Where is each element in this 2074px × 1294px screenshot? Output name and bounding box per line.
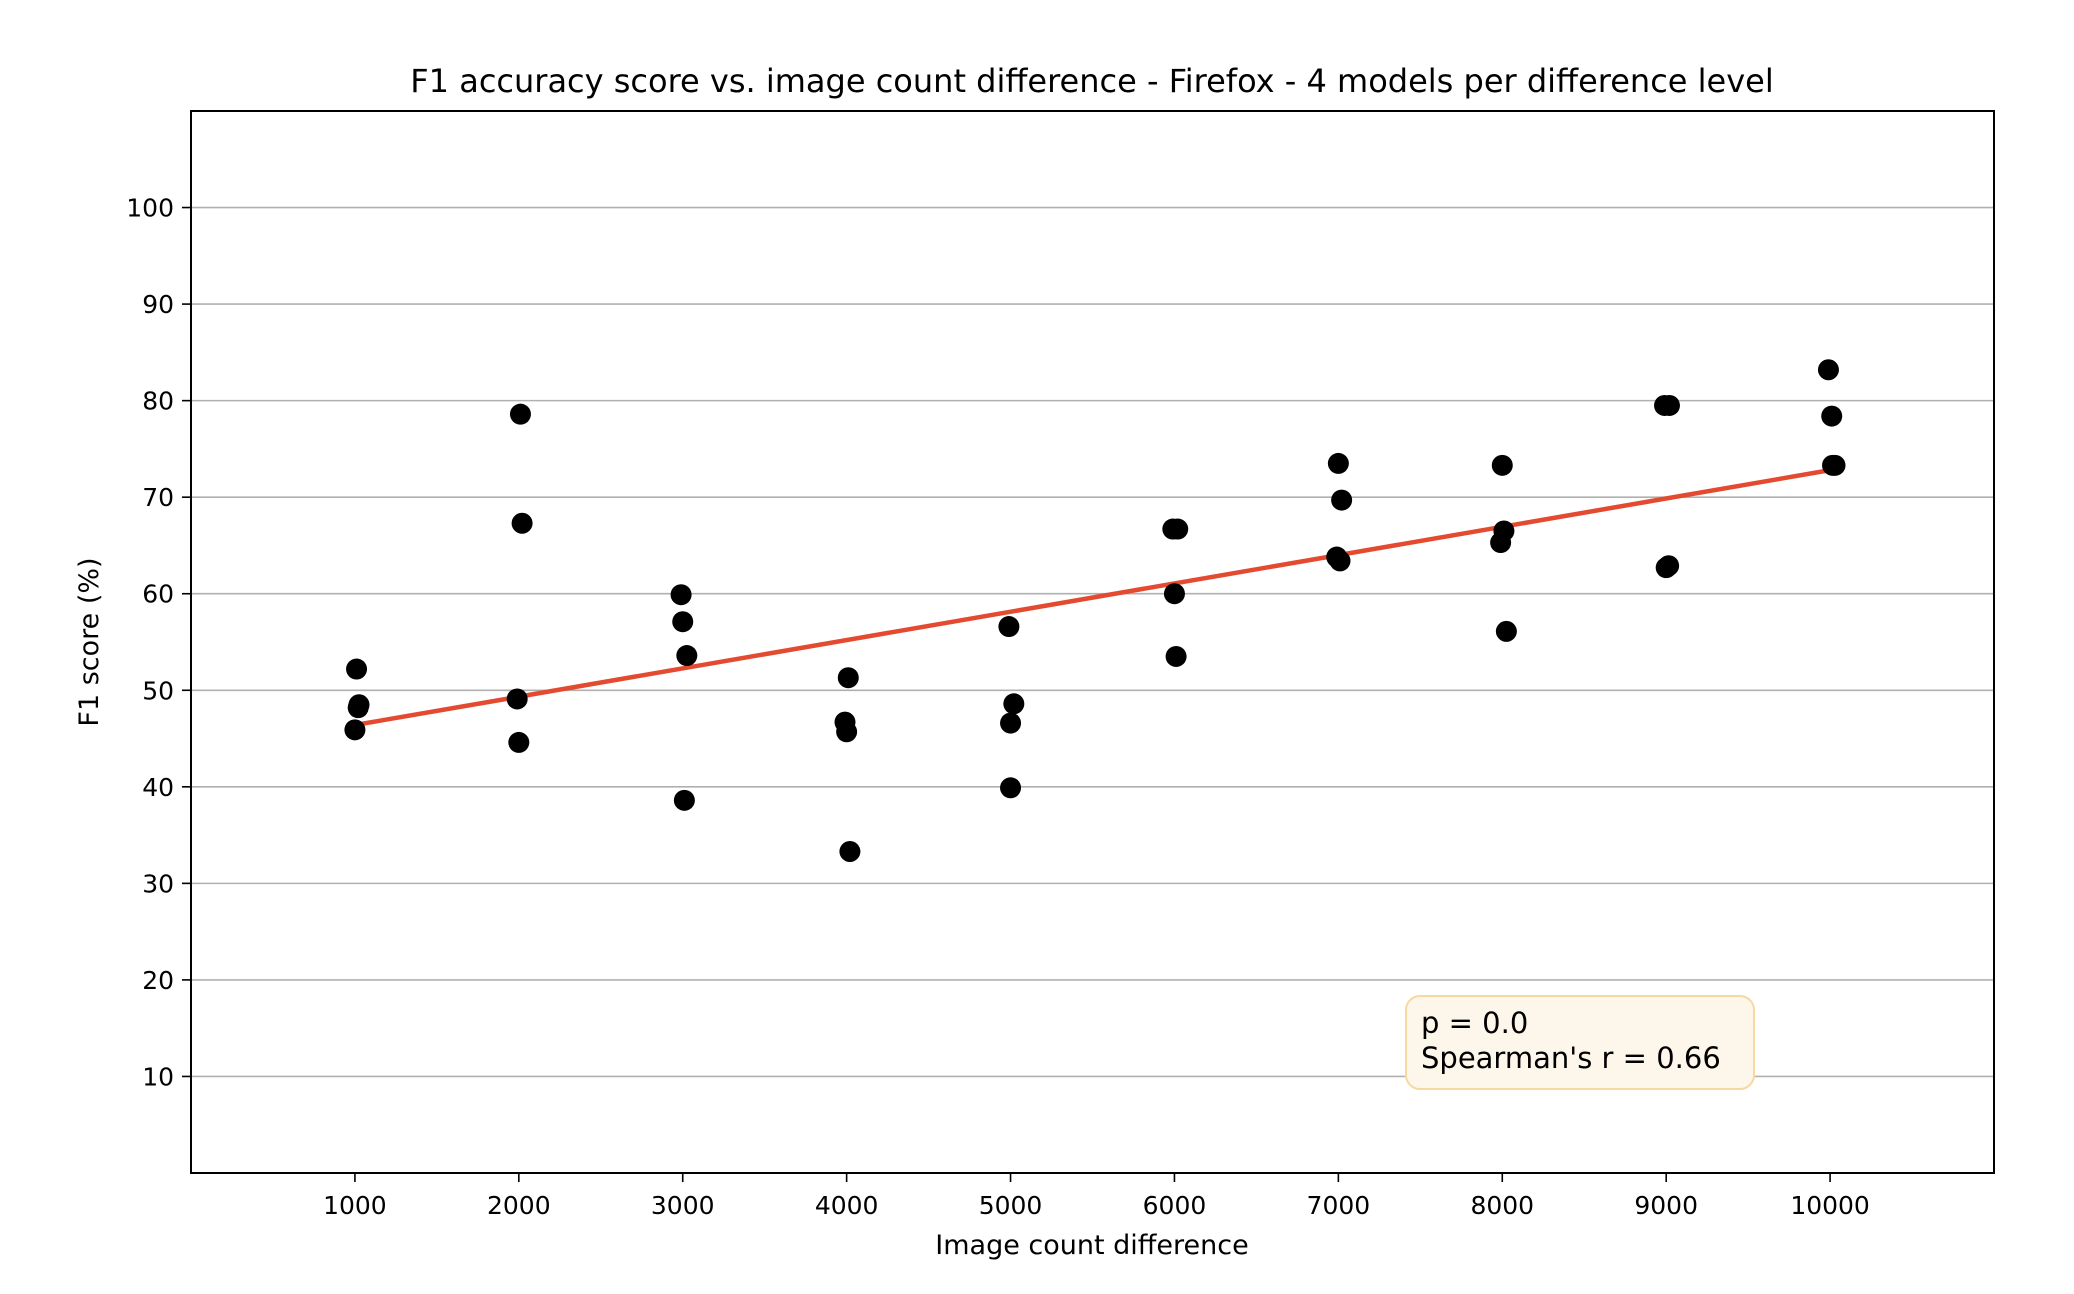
data-point	[509, 403, 531, 425]
data-point	[1817, 359, 1839, 381]
data-point	[1000, 712, 1022, 734]
stats-annotation-box: p = 0.0 Spearman's r = 0.66	[1405, 995, 1755, 1090]
y-axis-ticks: 10 20 30 40 50 60 70 80 90 100	[126, 194, 191, 1091]
x-tick-label: 4000	[815, 1191, 879, 1220]
data-point	[672, 611, 694, 633]
x-tick-label: 6000	[1143, 1191, 1207, 1220]
data-point	[511, 512, 533, 534]
data-point	[1329, 550, 1351, 572]
data-point	[1000, 777, 1022, 799]
y-tick-label: 80	[142, 387, 174, 416]
data-point	[508, 731, 530, 753]
plot-frame	[190, 110, 1995, 1174]
data-point	[839, 841, 861, 863]
data-point	[1331, 489, 1353, 511]
data-point	[346, 658, 368, 680]
y-tick-label: 60	[142, 580, 174, 609]
y-tick-label: 10	[142, 1062, 174, 1091]
data-point	[837, 667, 859, 689]
data-points	[344, 359, 1846, 863]
data-point	[1821, 405, 1843, 427]
x-tick-label: 10000	[1790, 1191, 1870, 1220]
data-point	[1658, 394, 1680, 416]
data-point	[506, 688, 528, 710]
trend-line	[352, 467, 1833, 728]
data-point	[344, 719, 366, 741]
data-point	[1167, 518, 1189, 540]
x-axis-label: Image count difference	[935, 1230, 1248, 1261]
data-point	[1493, 520, 1515, 542]
data-point	[998, 616, 1020, 638]
y-tick-label: 100	[126, 194, 174, 223]
x-tick-label: 7000	[1307, 1191, 1371, 1220]
x-tick-label: 2000	[487, 1191, 551, 1220]
x-tick-label: 1000	[323, 1191, 387, 1220]
data-point	[348, 694, 370, 716]
data-point	[1491, 454, 1513, 476]
annotation-box	[1405, 995, 1755, 1090]
trend-line-group	[352, 467, 1833, 728]
x-axis-ticks: 1000 2000 3000 4000 5000 6000 7000 8000 9000 1000…	[323, 1173, 1870, 1220]
data-point	[1165, 645, 1187, 667]
y-tick-label: 40	[142, 773, 174, 802]
data-point	[676, 645, 698, 667]
y-axis-label: F1 score (%)	[74, 557, 105, 726]
data-point	[1495, 620, 1517, 642]
data-point	[1003, 693, 1025, 715]
y-tick-label: 20	[142, 966, 174, 995]
data-point	[1163, 583, 1185, 605]
x-tick-label: 8000	[1470, 1191, 1534, 1220]
data-point	[836, 721, 858, 743]
data-point	[673, 789, 695, 811]
data-point	[1824, 454, 1846, 476]
y-tick-label: 90	[142, 290, 174, 319]
data-point	[1327, 452, 1349, 474]
annotation-p-value: p = 0.0	[1421, 1006, 1528, 1040]
data-point	[1658, 555, 1680, 577]
y-tick-label: 50	[142, 676, 174, 705]
x-tick-label: 9000	[1634, 1191, 1698, 1220]
data-point	[670, 584, 692, 606]
y-tick-label: 30	[142, 869, 174, 898]
x-tick-label: 3000	[651, 1191, 715, 1220]
gridlines	[191, 206, 1994, 1078]
y-tick-label: 70	[142, 483, 174, 512]
annotation-spearman: Spearman's r = 0.66	[1421, 1041, 1721, 1075]
x-tick-label: 5000	[979, 1191, 1043, 1220]
chart-title: F1 accuracy score vs. image count differ…	[410, 62, 1773, 100]
